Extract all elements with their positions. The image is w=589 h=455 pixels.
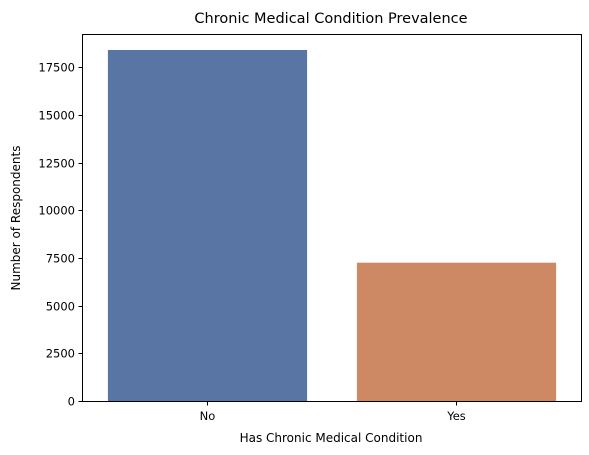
y-tick-label: 0 bbox=[68, 395, 75, 409]
y-tick-label: 2500 bbox=[46, 347, 75, 361]
y-axis-label: Number of Respondents bbox=[9, 146, 23, 291]
y-tick-label: 10000 bbox=[38, 204, 75, 218]
plot-frame bbox=[82, 34, 582, 402]
x-tick-label: No bbox=[200, 409, 216, 423]
y-tick-label: 12500 bbox=[38, 157, 75, 171]
bar-yes bbox=[356, 262, 557, 401]
y-tick-label: 17500 bbox=[38, 61, 75, 75]
x-axis-label: Has Chronic Medical Condition bbox=[240, 431, 423, 445]
x-tick-label: Yes bbox=[446, 409, 466, 423]
bars-group bbox=[107, 50, 557, 401]
bar-no bbox=[107, 50, 308, 401]
y-tick-label: 7500 bbox=[46, 252, 75, 266]
y-tick-label: 5000 bbox=[46, 300, 75, 314]
chart-title: Chronic Medical Condition Prevalence bbox=[194, 11, 467, 27]
y-tick-label: 15000 bbox=[38, 109, 75, 123]
x-axis-ticks: No Yes bbox=[200, 401, 466, 423]
y-axis-ticks: 0 2500 5000 7500 10000 12500 15000 17500 bbox=[38, 61, 83, 409]
